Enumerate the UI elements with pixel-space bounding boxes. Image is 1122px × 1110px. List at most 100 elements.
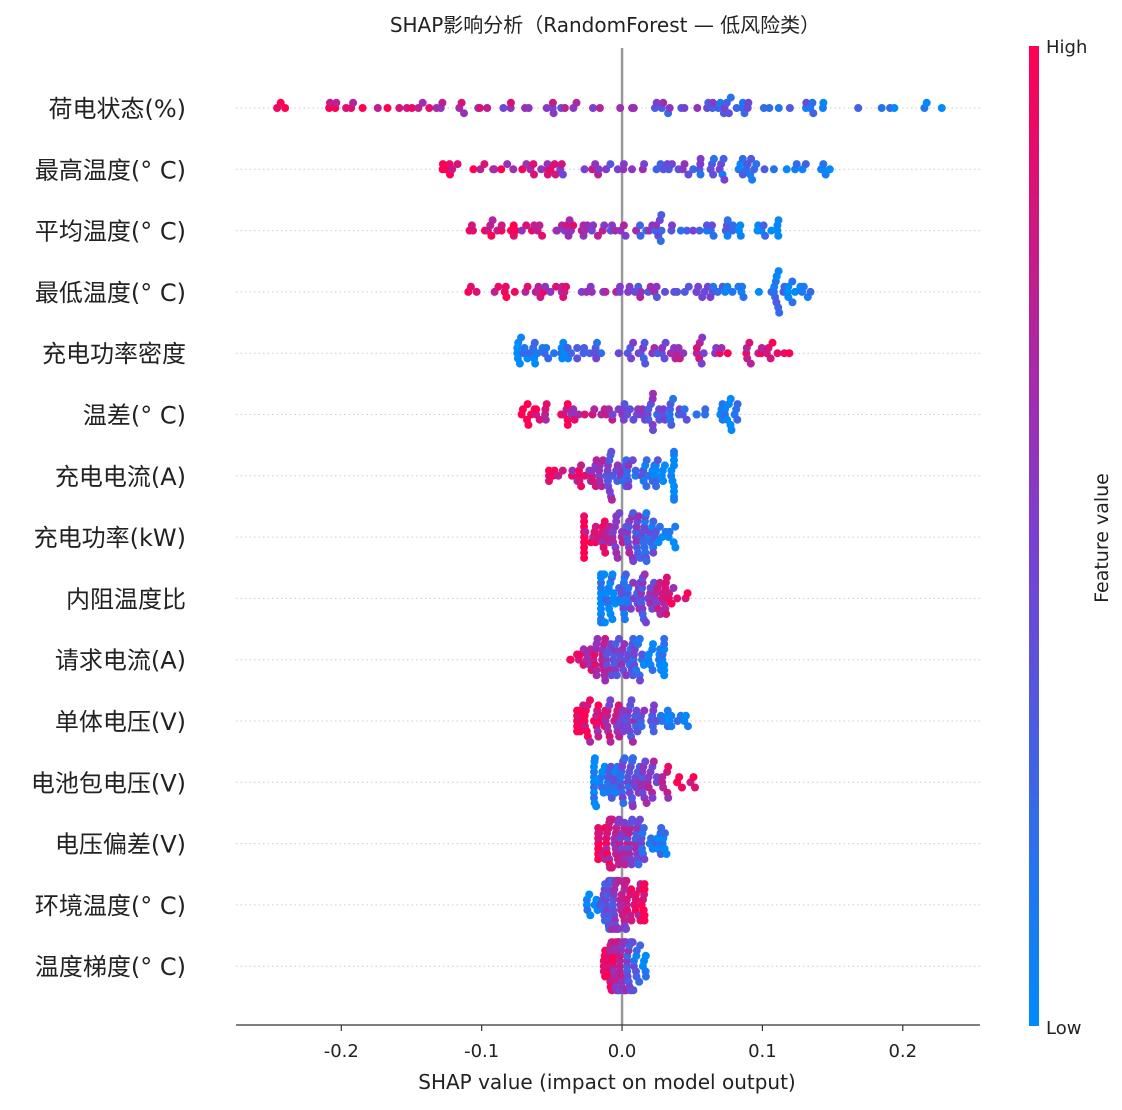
shap-point <box>659 477 668 485</box>
shap-point <box>592 671 601 680</box>
shap-point <box>629 578 638 587</box>
shap-point <box>599 456 608 465</box>
shap-point <box>558 170 567 179</box>
shap-point <box>595 829 604 838</box>
shap-point <box>656 237 665 245</box>
shap-point <box>736 231 745 240</box>
shap-point <box>673 594 682 603</box>
shap-point <box>607 495 616 504</box>
shap-point <box>607 762 615 771</box>
shap-point <box>593 338 601 347</box>
shap-point <box>517 226 526 235</box>
shap-point <box>748 175 757 184</box>
shap-point <box>438 98 447 107</box>
shap-point <box>768 338 777 347</box>
shap-point <box>615 509 624 518</box>
shap-point <box>708 221 716 230</box>
shap-point <box>774 216 783 225</box>
shap-point <box>608 615 617 624</box>
shap-point <box>509 165 518 174</box>
shap-point <box>738 282 747 291</box>
feature-rows: 荷电状态(%) 最高温度(° C) 平均温度(° C) 最低温度(° C) 充电功率密度… <box>31 95 980 981</box>
shap-point <box>667 599 676 608</box>
chart-title: SHAP影响分析（RandomForest — 低风险类） <box>390 13 820 37</box>
feature-label: 电池包电压(V) <box>31 769 186 797</box>
shap-point <box>806 287 815 296</box>
shap-point <box>551 170 560 179</box>
feature-label: 荷电状态(%) <box>48 95 186 123</box>
shap-point <box>692 410 701 419</box>
shap-point <box>648 604 657 613</box>
shap-point <box>494 282 503 291</box>
shap-point <box>819 160 828 169</box>
shap-point <box>621 570 630 579</box>
shap-point <box>523 400 532 409</box>
feature-label: 最高温度(° C) <box>35 156 186 184</box>
shap-point <box>636 676 644 685</box>
shap-point <box>497 221 506 230</box>
shap-point <box>580 344 589 352</box>
shap-point <box>627 885 636 894</box>
shap-point <box>699 349 708 358</box>
shap-point <box>613 553 622 562</box>
shap-point <box>612 671 621 680</box>
shap-point <box>594 732 603 741</box>
shap-point <box>614 860 623 869</box>
shap-point <box>609 589 618 598</box>
shap-point <box>613 165 622 174</box>
shap-point <box>627 354 636 363</box>
shap-point <box>671 543 680 552</box>
shap-point <box>635 634 644 643</box>
shap-point <box>679 349 688 358</box>
shap-point <box>766 354 775 363</box>
shap-point <box>634 512 643 521</box>
shap-point <box>660 671 669 680</box>
x-axis-ticks: -0.2 -0.1 0.0 0.1 0.2 <box>324 1025 917 1062</box>
shap-point <box>765 104 774 112</box>
feature-label: 充电电流(A) <box>55 463 186 491</box>
shap-point <box>600 221 609 230</box>
shap-point <box>628 165 636 174</box>
shap-point <box>774 267 783 276</box>
shap-point <box>922 98 931 107</box>
shap-point <box>637 722 646 731</box>
shap-point <box>552 282 560 291</box>
shap-point <box>695 226 704 235</box>
shap-point <box>541 415 550 424</box>
shap-point <box>532 405 541 414</box>
shap-point <box>576 727 584 736</box>
shap-point <box>649 389 657 398</box>
shap-point <box>634 860 643 869</box>
shap-point <box>608 815 617 824</box>
shap-point <box>550 160 559 169</box>
shap-point <box>490 165 499 174</box>
shap-point <box>614 349 623 358</box>
shap-point <box>877 104 886 112</box>
shap-point <box>739 293 748 302</box>
shap-point <box>640 338 649 347</box>
shap-point <box>569 221 578 230</box>
shap-point <box>678 783 686 792</box>
shap-point <box>713 287 722 296</box>
shap-point <box>566 655 575 664</box>
shap-point <box>620 640 629 649</box>
shap-point <box>618 706 627 715</box>
shap-point <box>621 860 630 869</box>
shap-point <box>499 104 508 112</box>
shap-point <box>542 104 551 112</box>
shap-point <box>608 863 616 872</box>
shap-point <box>696 154 705 163</box>
colorbar-low-label: Low <box>1046 1018 1081 1039</box>
shap-point <box>601 634 610 643</box>
shap-point <box>530 170 538 179</box>
shap-point <box>522 221 531 230</box>
x-axis-label: SHAP value (impact on model output) <box>418 1070 795 1094</box>
shap-point <box>620 754 629 763</box>
shap-point <box>636 231 645 240</box>
shap-point <box>611 599 620 608</box>
shap-point <box>619 221 628 230</box>
shap-point <box>418 98 427 107</box>
shap-point <box>665 104 674 112</box>
shap-point <box>567 349 575 358</box>
shap-point <box>684 282 693 291</box>
